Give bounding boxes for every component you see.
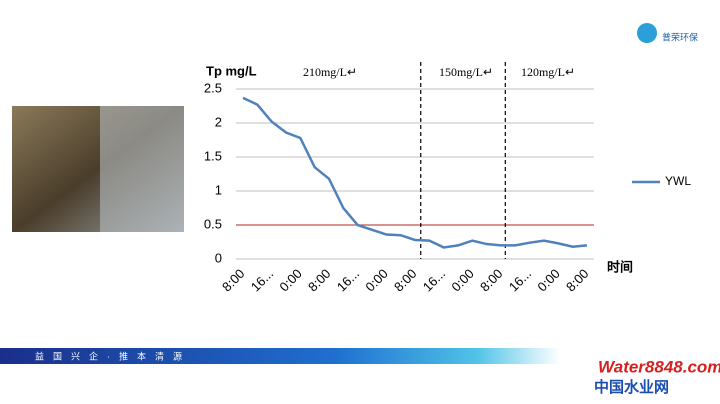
annotation: 210mg/L↵ [303,65,357,79]
x-tick-label: 16... [248,266,276,294]
x-tick-label: 0:00 [362,266,391,295]
x-tick-label: 16... [334,266,362,294]
logo-text: 普荣环保 [662,31,698,42]
y-tick-label: 2 [215,114,222,129]
annotation: 120mg/L↵ [521,65,575,79]
logo-icon [637,23,657,43]
y-tick-label: 1 [215,182,222,197]
x-tick-label: 8:00 [219,266,248,295]
legend-label: YWL [665,174,691,188]
y-tick-label: 0.5 [204,216,222,231]
site-cn: 中国水业网 [594,378,669,396]
y-tick-label: 0 [215,250,222,265]
x-tick-label: 8:00 [477,266,506,295]
banner-text: 益 国 兴 企 · 推 本 清 源 [35,350,182,361]
y-tick-label: 2.5 [204,80,222,95]
y-tick-label: 1.5 [204,148,222,163]
x-tick-label: 0:00 [534,266,563,295]
site-logo: Water8848.com [598,357,720,376]
photo-rail [100,106,184,232]
x-tick-label: 8:00 [391,266,420,295]
x-tick-label: 0:00 [448,266,477,295]
x-tick-label: 0:00 [276,266,305,295]
x-tick-label: 16... [420,266,448,294]
x-tick-label: 8:00 [563,266,592,295]
x-axis-title: 时间 [607,259,633,274]
annotation: 150mg/L↵ [439,65,493,79]
x-tick-label: 8:00 [305,266,334,295]
y-axis-title: Tp mg/L [206,63,257,78]
x-tick-label: 16... [506,266,534,294]
data-line [242,96,588,249]
banner [0,348,560,364]
